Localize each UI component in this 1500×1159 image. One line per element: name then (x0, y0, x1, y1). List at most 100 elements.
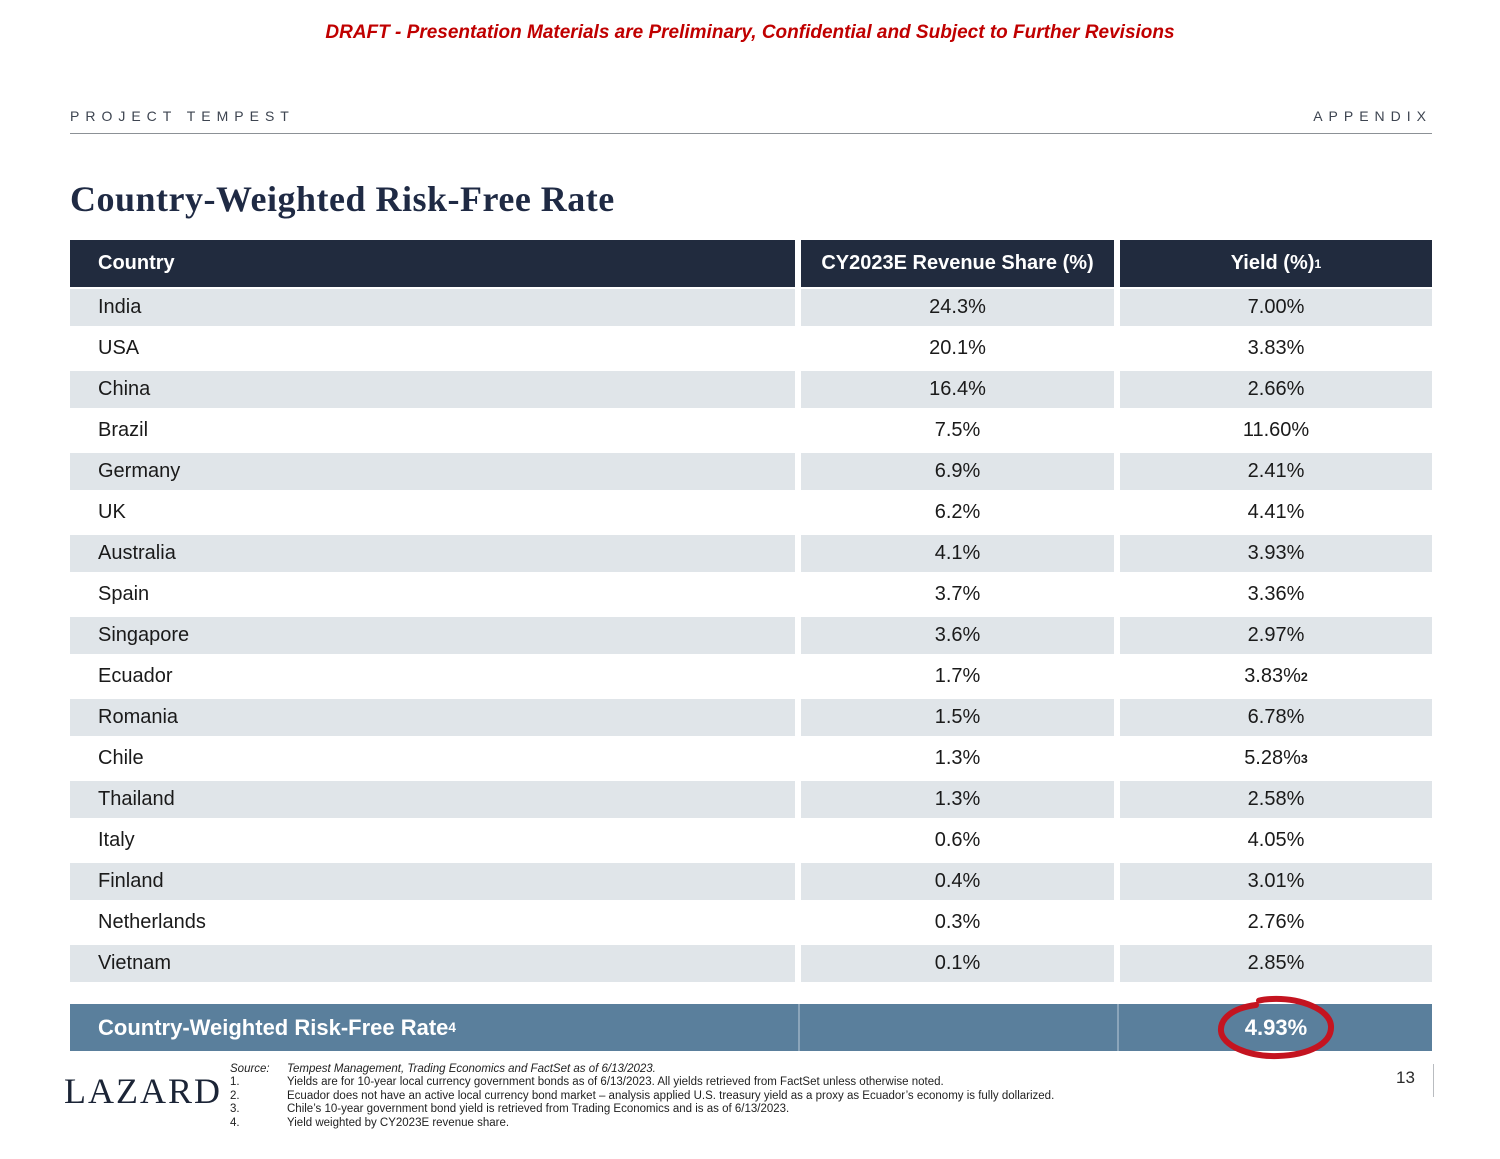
yield-cell: 3.83% 2 (1120, 658, 1432, 695)
country-cell: Thailand (70, 781, 795, 818)
table-body: India 24.3% 7.00% USA 20.1% 3.83% China … (70, 289, 1432, 982)
table-row: Spain 3.7% 3.36% (70, 576, 1432, 613)
table-row: Finland 0.4% 3.01% (70, 863, 1432, 900)
country-cell: Brazil (70, 412, 795, 449)
revenue-share-cell: 4.1% (801, 535, 1114, 572)
revenue-share-cell: 24.3% (801, 289, 1114, 326)
table-row: Germany 6.9% 2.41% (70, 453, 1432, 490)
country-cell: Vietnam (70, 945, 795, 982)
table-row: Vietnam 0.1% 2.85% (70, 945, 1432, 982)
table-row: China 16.4% 2.66% (70, 371, 1432, 408)
country-cell: Spain (70, 576, 795, 613)
footnote-line: 1. Yields are for 10-year local currency… (230, 1076, 1330, 1089)
table-row: Netherlands 0.3% 2.76% (70, 904, 1432, 941)
table-row: India 24.3% 7.00% (70, 289, 1432, 326)
revenue-share-cell: 0.6% (801, 822, 1114, 859)
country-cell: China (70, 371, 795, 408)
risk-free-rate-table: Country CY2023E Revenue Share (%) Yield … (70, 240, 1432, 1059)
yield-cell: 11.60% (1120, 412, 1432, 449)
country-cell: Netherlands (70, 904, 795, 941)
country-cell: Germany (70, 453, 795, 490)
country-cell: Chile (70, 740, 795, 777)
yield-cell: 4.05% (1120, 822, 1432, 859)
summary-value-cell: 4.93% (1120, 995, 1432, 1059)
source-line: Source: Tempest Management, Trading Econ… (230, 1063, 1330, 1076)
footnote-line: 4. Yield weighted by CY2023E revenue sha… (230, 1117, 1330, 1130)
country-cell: UK (70, 494, 795, 531)
table-row: UK 6.2% 4.41% (70, 494, 1432, 531)
revenue-share-cell: 6.9% (801, 453, 1114, 490)
slide-header: PROJECT TEMPEST APPENDIX (70, 108, 1432, 124)
table-row: USA 20.1% 3.83% (70, 330, 1432, 367)
yield-cell: 3.83% (1120, 330, 1432, 367)
footnote-text: Ecuador does not have an active local cu… (287, 1089, 1055, 1102)
yield-cell: 5.28% 3 (1120, 740, 1432, 777)
revenue-share-cell: 7.5% (801, 412, 1114, 449)
yield-cell: 2.41% (1120, 453, 1432, 490)
yield-cell: 4.41% (1120, 494, 1432, 531)
yield-cell: 7.00% (1120, 289, 1432, 326)
column-header-yield: Yield (%) 1 (1120, 240, 1432, 287)
source-text: Tempest Management, Trading Economics an… (287, 1063, 656, 1075)
table-row: Thailand 1.3% 2.58% (70, 781, 1432, 818)
yield-cell: 2.76% (1120, 904, 1432, 941)
revenue-share-cell: 3.6% (801, 617, 1114, 654)
revenue-share-cell: 1.3% (801, 740, 1114, 777)
country-cell: Australia (70, 535, 795, 572)
revenue-share-cell: 16.4% (801, 371, 1114, 408)
footnote-number: 2. (230, 1089, 240, 1102)
yield-cell: 3.01% (1120, 863, 1432, 900)
revenue-share-cell: 0.3% (801, 904, 1114, 941)
footnote-number: 3. (230, 1103, 240, 1116)
revenue-share-cell: 1.7% (801, 658, 1114, 695)
summary-divider (1117, 1004, 1119, 1051)
summary-divider (798, 1004, 800, 1051)
country-cell: India (70, 289, 795, 326)
country-cell: Romania (70, 699, 795, 736)
revenue-share-cell: 20.1% (801, 330, 1114, 367)
table-row: Chile 1.3% 5.28% 3 (70, 740, 1432, 777)
column-header-revenue-share: CY2023E Revenue Share (%) (801, 240, 1114, 287)
header-divider (70, 133, 1432, 134)
yield-cell: 3.93% (1120, 535, 1432, 572)
yield-cell: 6.78% (1120, 699, 1432, 736)
country-cell: USA (70, 330, 795, 367)
footnote-text: Yield weighted by CY2023E revenue share. (287, 1116, 510, 1129)
country-cell: Ecuador (70, 658, 795, 695)
summary-row: Country-Weighted Risk-Free Rate 4 4.93% (70, 995, 1432, 1059)
table-row: Australia 4.1% 3.93% (70, 535, 1432, 572)
draft-confidentiality-notice: DRAFT - Presentation Materials are Preli… (325, 22, 1175, 43)
table-row: Italy 0.6% 4.05% (70, 822, 1432, 859)
yield-cell: 2.66% (1120, 371, 1432, 408)
footnote-text: Chile’s 10-year government bond yield is… (287, 1103, 790, 1116)
country-cell: Singapore (70, 617, 795, 654)
revenue-share-cell: 6.2% (801, 494, 1114, 531)
revenue-share-cell: 3.7% (801, 576, 1114, 613)
page-number: 13 (1396, 1068, 1415, 1087)
yield-cell: 2.85% (1120, 945, 1432, 982)
revenue-share-cell: 0.4% (801, 863, 1114, 900)
footnote-number: 4. (230, 1116, 240, 1129)
weighted-rate-value: 4.93% (1244, 1014, 1308, 1040)
revenue-share-cell: 1.3% (801, 781, 1114, 818)
appendix-tag: APPENDIX (1313, 108, 1432, 124)
revenue-share-cell: 1.5% (801, 699, 1114, 736)
footnote-line: 3. Chile’s 10-year government bond yield… (230, 1103, 1330, 1116)
page-number-divider (1433, 1064, 1434, 1097)
column-header-country: Country (70, 240, 795, 287)
source-label: Source: (230, 1063, 270, 1075)
table-row: Brazil 7.5% 11.60% (70, 412, 1432, 449)
yield-cell: 2.97% (1120, 617, 1432, 654)
footnote-line: 2. Ecuador does not have an active local… (230, 1090, 1330, 1103)
country-cell: Finland (70, 863, 795, 900)
table-row: Romania 1.5% 6.78% (70, 699, 1432, 736)
country-cell: Italy (70, 822, 795, 859)
revenue-share-cell: 0.1% (801, 945, 1114, 982)
table-header-row: Country CY2023E Revenue Share (%) Yield … (70, 240, 1432, 287)
footnote-items: 1. Yields are for 10-year local currency… (230, 1076, 1330, 1130)
footnote-number: 1. (230, 1076, 240, 1089)
summary-spacer (801, 1004, 1114, 1051)
yield-cell: 3.36% (1120, 576, 1432, 613)
footnote-text: Yields are for 10-year local currency go… (287, 1076, 944, 1089)
table-row: Singapore 3.6% 2.97% (70, 617, 1432, 654)
